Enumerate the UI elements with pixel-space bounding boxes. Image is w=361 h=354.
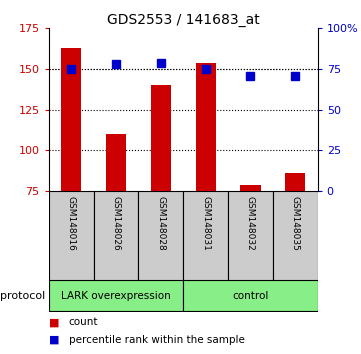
Text: GSM148028: GSM148028: [156, 196, 165, 250]
Bar: [183, 280, 318, 311]
Bar: [151, 85, 171, 191]
Text: ■: ■: [49, 335, 59, 344]
Text: GSM148026: GSM148026: [112, 196, 121, 250]
Text: protocol: protocol: [0, 291, 45, 301]
Text: GSM148016: GSM148016: [67, 196, 76, 251]
Text: percentile rank within the sample: percentile rank within the sample: [69, 335, 244, 344]
Bar: [106, 134, 126, 191]
Title: GDS2553 / 141683_at: GDS2553 / 141683_at: [107, 13, 260, 27]
Bar: [183, 191, 228, 280]
Bar: [240, 185, 261, 191]
Bar: [93, 191, 138, 280]
Bar: [138, 191, 183, 280]
Bar: [285, 173, 305, 191]
Bar: [49, 191, 93, 280]
Text: GSM148031: GSM148031: [201, 196, 210, 251]
Bar: [228, 191, 273, 280]
Text: control: control: [232, 291, 269, 301]
Bar: [49, 280, 183, 311]
Text: ■: ■: [49, 318, 59, 327]
Text: count: count: [69, 318, 98, 327]
Bar: [273, 191, 318, 280]
Bar: [196, 63, 216, 191]
Text: GSM148032: GSM148032: [246, 196, 255, 250]
Text: LARK overexpression: LARK overexpression: [61, 291, 171, 301]
Bar: [61, 48, 81, 191]
Text: GSM148035: GSM148035: [291, 196, 300, 251]
